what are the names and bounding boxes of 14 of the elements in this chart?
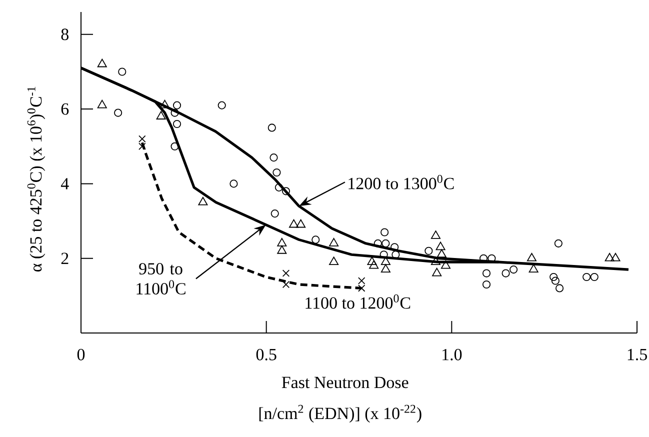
text: [n/cm$^{2}$ (EDN)] (x 10$^{-22}$)	[259, 404, 422, 423]
y-tick-label: 2	[61, 252, 68, 264]
x-axis-title: Fast Neutron Dose	[282, 376, 408, 388]
x-tick-label: 1.5	[628, 348, 647, 360]
y-tick-label: 8	[61, 28, 68, 40]
x-tick-label: 0	[77, 348, 85, 360]
annotation: 1200 to 1300$^{0}$C	[348, 174, 454, 190]
annotation: 950 to 1100$^{0}$C	[136, 263, 186, 294]
x-tick-label: 1.0	[442, 348, 462, 360]
y-tick-label: 4	[60, 178, 69, 190]
x-tick-label: 0.5	[256, 348, 276, 360]
y-tick-label: 6	[61, 103, 69, 115]
annotation: 1100 to 1200$^{0}$C	[306, 294, 410, 309]
y-axis-title: α (25 to 425$^{0}$C) (x 10$^{6}$)$^{0}$C$^{-1}$	[27, 86, 46, 272]
